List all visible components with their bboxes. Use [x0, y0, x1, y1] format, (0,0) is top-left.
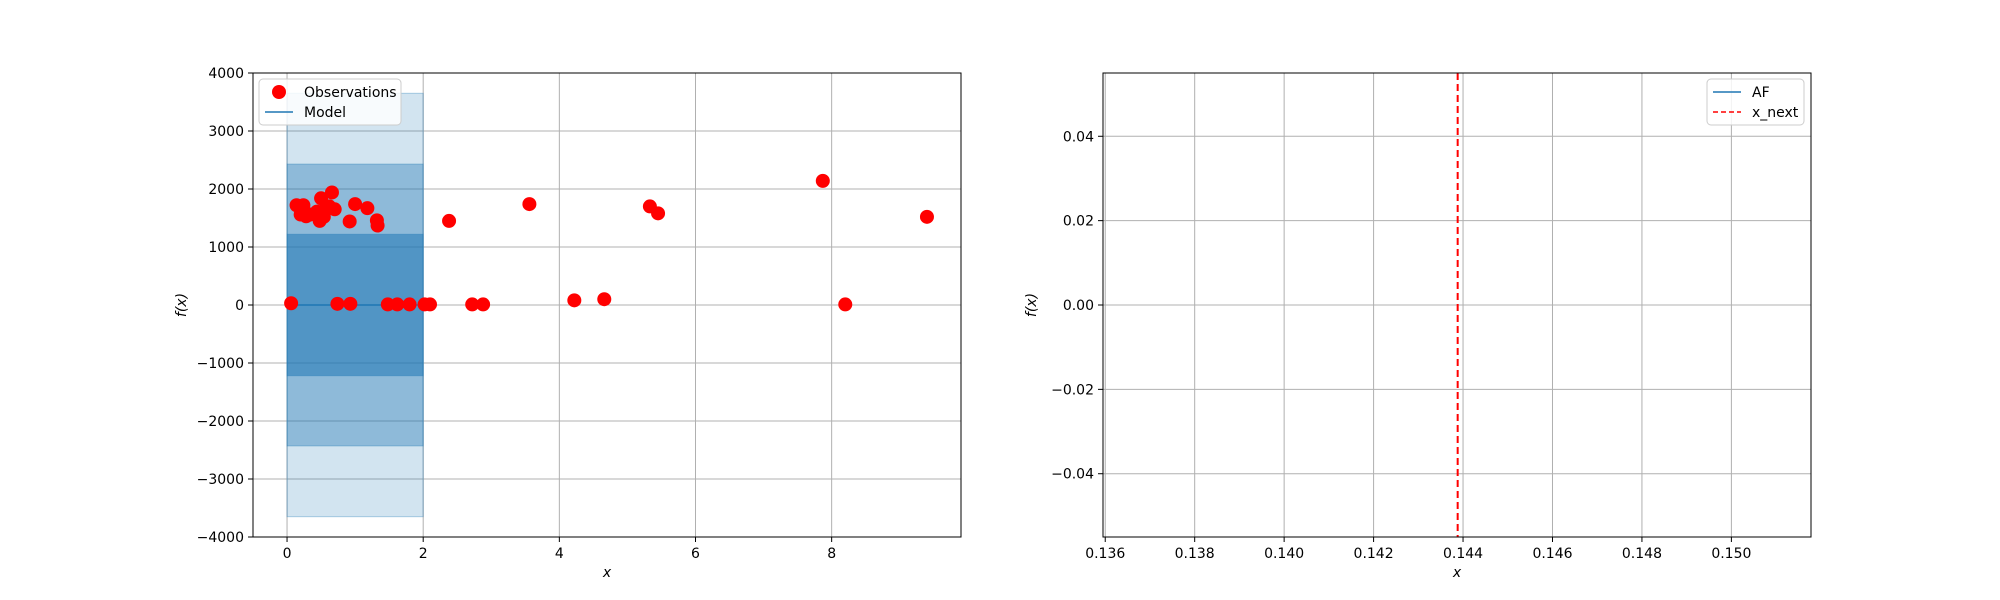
- y-tick-label: 0: [235, 298, 244, 314]
- observation-point: [815, 173, 830, 188]
- observation-point: [324, 185, 339, 200]
- x-tick-label: 0.148: [1622, 546, 1662, 562]
- observation-point: [838, 297, 853, 312]
- x-tick-label: 0: [283, 546, 292, 562]
- x-axis-label: x: [1452, 565, 1462, 581]
- x-tick-label: 0.150: [1711, 546, 1751, 562]
- observation-point: [370, 218, 385, 233]
- y-tick-label: −0.02: [1051, 382, 1094, 398]
- x-tick-label: 0.146: [1532, 546, 1572, 562]
- y-tick-label: 0.04: [1063, 129, 1094, 145]
- x-tick-label: 0.144: [1443, 546, 1483, 562]
- legend: Observations Model: [258, 78, 402, 126]
- observation-point: [597, 292, 612, 307]
- observation-point: [390, 297, 405, 312]
- x-axis-label: x: [602, 565, 612, 581]
- observation-point: [330, 296, 345, 311]
- y-tick-label: 0.00: [1063, 298, 1094, 314]
- y-tick-label: 4000: [208, 66, 244, 82]
- observation-point: [423, 297, 437, 312]
- y-tick-label: −2000: [197, 414, 244, 430]
- right-chart: 0.136 0.138 0.140 0.142 0.144 0.146 0.148 0.150…: [1024, 72, 1812, 581]
- x-tick-label: 4: [555, 546, 564, 562]
- x-tick-label: 2: [419, 546, 428, 562]
- x-tick-label: 8: [827, 546, 836, 562]
- y-tick-label: −1000: [197, 356, 244, 372]
- observation-point: [465, 297, 480, 312]
- observation-point: [360, 201, 375, 216]
- observation-point: [522, 197, 537, 212]
- observation-point: [348, 197, 363, 212]
- y-tick-label: 1000: [208, 240, 244, 256]
- legend-box: [1706, 78, 1805, 126]
- x-tick-label: 0.138: [1175, 546, 1215, 562]
- observation-point: [327, 202, 342, 217]
- observation-point: [343, 296, 358, 311]
- x-tick-label: 6: [691, 546, 700, 562]
- y-axis-label: f(x): [174, 293, 190, 317]
- x-tick-label: 0.136: [1085, 546, 1125, 562]
- legend-label-model: Model: [304, 105, 346, 121]
- y-axis-label: f(x): [1024, 293, 1040, 317]
- legend-label-af: AF: [1752, 85, 1770, 101]
- observation-point: [284, 296, 299, 311]
- observation-point: [567, 293, 582, 308]
- observation-point: [651, 206, 666, 221]
- legend-marker-observations: [272, 85, 286, 99]
- y-tick-label: 3000: [208, 124, 244, 140]
- x-tick-label: 0.142: [1354, 546, 1394, 562]
- observation-point: [919, 209, 934, 224]
- observation-point: [402, 297, 417, 312]
- y-tick-label: −4000: [197, 530, 244, 546]
- left-chart: 0 2 4 6 8 −4000 −3000 −2000 −1000 0 1000 2000 3000 40…: [174, 66, 962, 581]
- legend-box: [258, 78, 402, 126]
- legend: AF x_next: [1706, 78, 1805, 126]
- observation-point: [342, 214, 357, 229]
- y-tick-label: 2000: [208, 182, 244, 198]
- y-tick-label: 0.02: [1063, 214, 1094, 230]
- legend-label-observations: Observations: [304, 85, 397, 101]
- y-tick-label: −0.04: [1051, 467, 1094, 483]
- legend-label-x-next: x_next: [1752, 105, 1799, 121]
- x-tick-label: 0.140: [1264, 546, 1304, 562]
- observation-point: [476, 297, 491, 312]
- y-tick-label: −3000: [197, 472, 244, 488]
- observation-point: [442, 213, 457, 228]
